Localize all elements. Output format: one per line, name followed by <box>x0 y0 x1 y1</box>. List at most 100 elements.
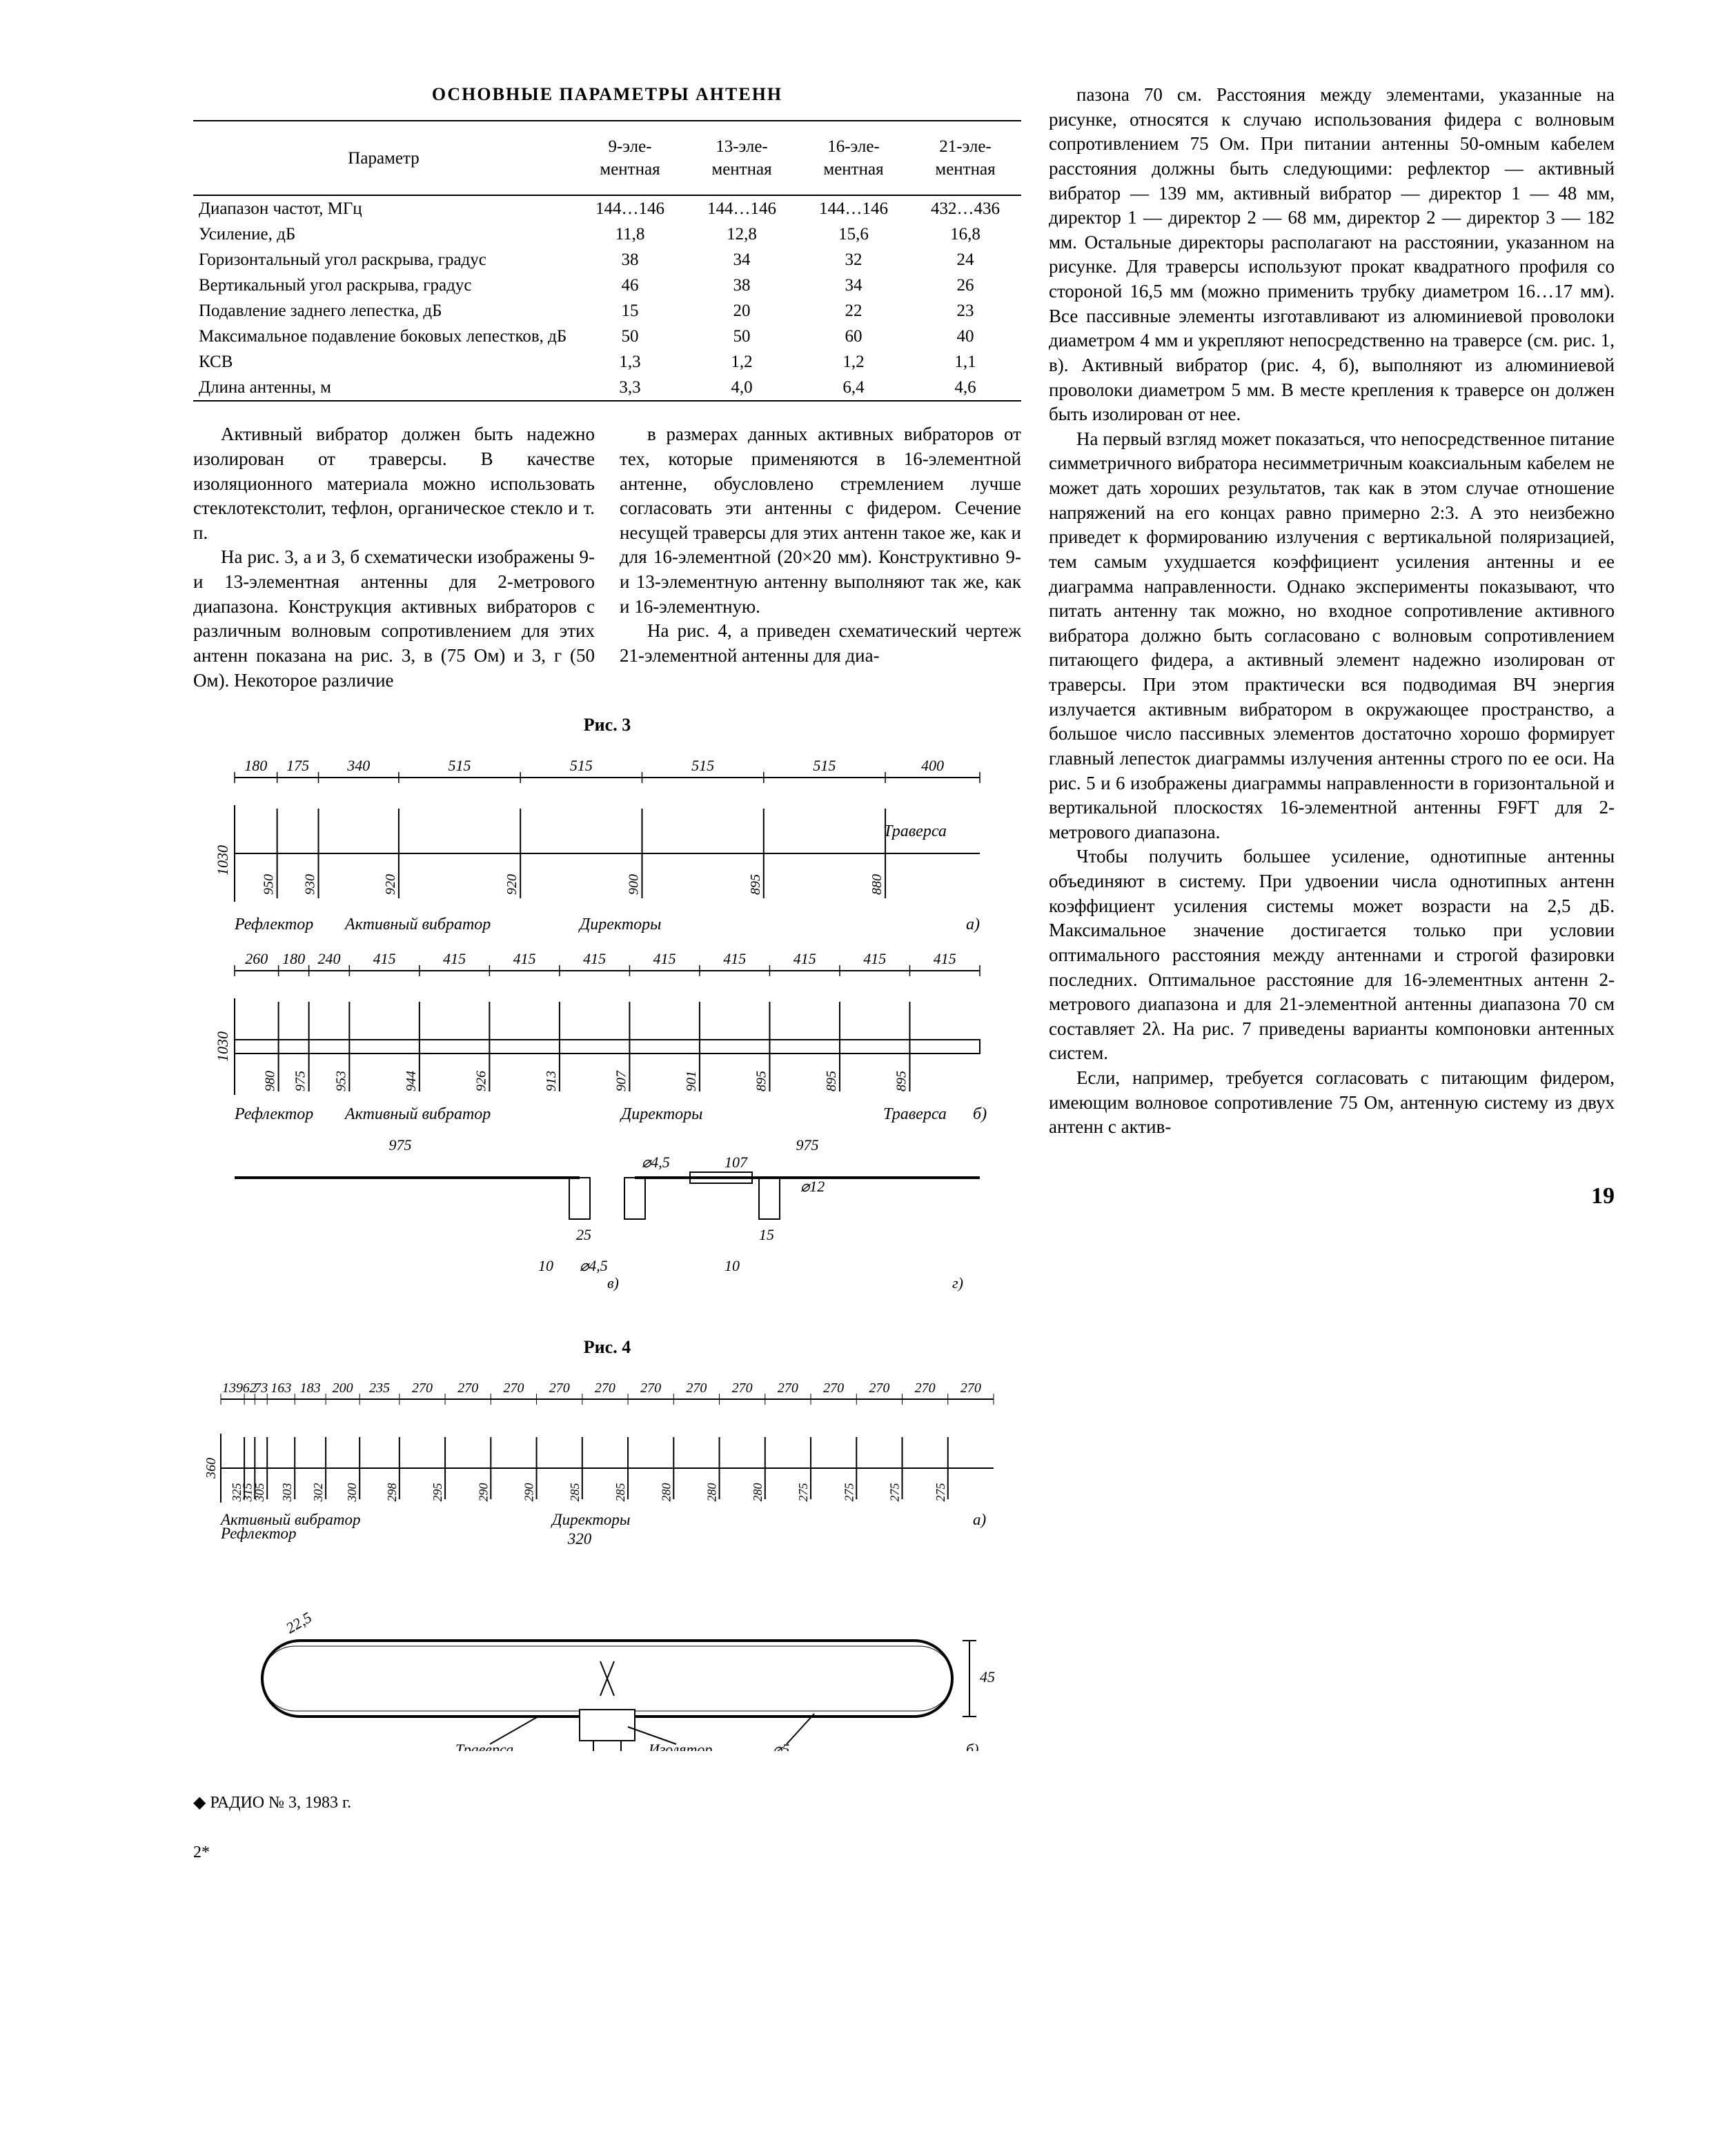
fig4-title: Рис. 4 <box>193 1336 1021 1359</box>
svg-text:895: 895 <box>824 1071 839 1091</box>
svg-text:Активный вибратор: Активный вибратор <box>219 1511 361 1528</box>
svg-text:950: 950 <box>262 874 277 895</box>
svg-text:240: 240 <box>317 950 340 967</box>
svg-text:а): а) <box>973 1511 986 1528</box>
svg-text:515: 515 <box>448 757 471 774</box>
svg-text:901: 901 <box>684 1071 699 1091</box>
svg-text:415: 415 <box>863 950 886 967</box>
table-title: ОСНОВНЫЕ ПАРАМЕТРЫ АНТЕНН <box>193 83 1021 106</box>
svg-text:920: 920 <box>504 874 520 895</box>
svg-text:Рефлектор: Рефлектор <box>234 1105 313 1123</box>
svg-text:415: 415 <box>723 950 746 967</box>
svg-text:1030: 1030 <box>214 1031 231 1062</box>
svg-text:270: 270 <box>778 1381 798 1396</box>
svg-text:515: 515 <box>813 757 836 774</box>
svg-text:10: 10 <box>538 1257 553 1274</box>
signature-mark: 2* <box>193 1842 1021 1864</box>
th-c3: 21-эле- ментная <box>909 121 1021 195</box>
svg-text:285: 285 <box>613 1483 627 1502</box>
svg-text:270: 270 <box>503 1381 524 1396</box>
th-param: Параметр <box>193 121 574 195</box>
svg-text:900: 900 <box>626 874 641 895</box>
para: На первый взгляд может показаться, что н… <box>1049 427 1615 845</box>
svg-text:200: 200 <box>333 1381 353 1396</box>
svg-text:25: 25 <box>576 1226 591 1243</box>
svg-text:260: 260 <box>245 950 268 967</box>
svg-text:Директоры: Директоры <box>578 916 661 933</box>
svg-text:415: 415 <box>373 950 396 967</box>
svg-text:515: 515 <box>570 757 593 774</box>
svg-text:15: 15 <box>759 1226 774 1243</box>
svg-text:300: 300 <box>345 1483 359 1503</box>
svg-text:880: 880 <box>869 874 885 895</box>
svg-text:280: 280 <box>659 1483 673 1502</box>
para: Чтобы получить большее усиление, однотип… <box>1049 844 1615 1066</box>
svg-text:515: 515 <box>691 757 714 774</box>
svg-text:320: 320 <box>567 1530 592 1547</box>
svg-text:Активный вибратор: Активный вибратор <box>344 1105 491 1123</box>
svg-text:415: 415 <box>583 950 606 967</box>
params-table: Параметр 9-эле- ментная 13-эле- ментная … <box>193 120 1021 402</box>
svg-text:930: 930 <box>303 874 318 895</box>
svg-text:22,5: 22,5 <box>283 1609 315 1637</box>
figure-3-diagram: 180175340515515515515400 950930920920900… <box>193 743 1021 1309</box>
th-c1: 13-эле- ментная <box>686 121 798 195</box>
svg-text:Траверса: Траверса <box>883 1105 947 1123</box>
svg-text:975: 975 <box>389 1136 412 1154</box>
left-text-columns: Активный вибратор должен быть надежно из… <box>193 422 1021 693</box>
svg-text:235: 235 <box>369 1381 390 1396</box>
th-c0: 9-эле- ментная <box>574 121 686 195</box>
svg-text:Траверса: Траверса <box>883 822 947 840</box>
footer-left: ◆ РАДИО № 3, 1983 г. <box>193 1792 351 1814</box>
svg-text:⌀4,5: ⌀4,5 <box>580 1257 608 1274</box>
svg-text:895: 895 <box>748 874 763 895</box>
svg-text:944: 944 <box>404 1071 419 1091</box>
svg-text:270: 270 <box>457 1381 478 1396</box>
svg-text:305: 305 <box>253 1483 266 1503</box>
svg-text:180: 180 <box>282 950 305 967</box>
svg-text:139: 139 <box>222 1381 243 1396</box>
svg-text:302: 302 <box>311 1483 325 1503</box>
svg-text:895: 895 <box>894 1071 909 1091</box>
svg-text:Изолятор: Изолятор <box>648 1741 712 1751</box>
svg-text:285: 285 <box>568 1483 582 1502</box>
svg-text:163: 163 <box>270 1381 291 1396</box>
figure-4-diagram: 1396273163183200235270270270270270270270… <box>193 1365 1021 1751</box>
svg-text:73: 73 <box>254 1381 268 1396</box>
svg-text:415: 415 <box>443 950 466 967</box>
svg-text:270: 270 <box>823 1381 844 1396</box>
svg-text:270: 270 <box>686 1381 707 1396</box>
svg-text:270: 270 <box>412 1381 433 1396</box>
svg-text:270: 270 <box>549 1381 570 1396</box>
svg-text:270: 270 <box>640 1381 661 1396</box>
th-c2: 16-эле- ментная <box>798 121 909 195</box>
svg-text:Активный вибратор: Активный вибратор <box>344 916 491 933</box>
para: На рис. 4, а приведен схематический черт… <box>620 619 1021 668</box>
svg-text:290: 290 <box>522 1483 536 1502</box>
svg-text:340: 340 <box>346 757 370 774</box>
svg-text:275: 275 <box>842 1483 856 1502</box>
svg-text:Траверса: Траверса <box>455 1741 513 1751</box>
svg-text:270: 270 <box>960 1381 981 1396</box>
fig3-title: Рис. 3 <box>193 713 1021 737</box>
svg-text:45: 45 <box>980 1668 995 1685</box>
svg-text:303: 303 <box>280 1483 294 1503</box>
svg-text:290: 290 <box>476 1483 490 1502</box>
svg-text:975: 975 <box>796 1136 819 1154</box>
para: пазона 70 см. Расстояния между элементам… <box>1049 83 1615 427</box>
svg-text:415: 415 <box>513 950 536 967</box>
svg-text:Рефлектор: Рефлектор <box>234 916 313 933</box>
svg-text:а): а) <box>966 916 980 933</box>
svg-text:895: 895 <box>753 1071 769 1091</box>
svg-text:б): б) <box>966 1741 978 1751</box>
svg-text:415: 415 <box>934 950 956 967</box>
svg-text:980: 980 <box>263 1071 278 1091</box>
svg-text:400: 400 <box>921 757 944 774</box>
svg-text:183: 183 <box>300 1381 321 1396</box>
svg-text:270: 270 <box>869 1381 889 1396</box>
svg-text:275: 275 <box>934 1483 947 1502</box>
para: Если, например, требуется согласовать с … <box>1049 1066 1615 1140</box>
svg-text:10: 10 <box>724 1257 740 1274</box>
svg-text:360: 360 <box>204 1458 219 1479</box>
page-number: 19 <box>1591 1183 1615 1209</box>
